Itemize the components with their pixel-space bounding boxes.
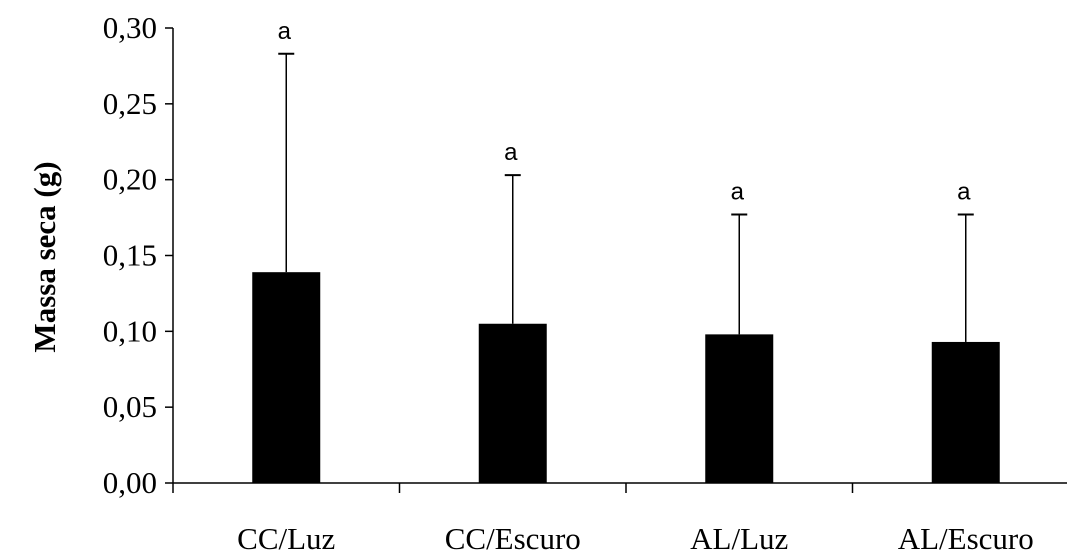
y-tick-label: 0,05: [103, 389, 157, 424]
x-category-label: AL/Escuro: [898, 521, 1034, 555]
bar: [931, 341, 1000, 483]
y-tick-label: 0,10: [103, 313, 157, 348]
y-tick-label: 0,00: [103, 465, 157, 500]
y-tick-label: 0,25: [103, 86, 157, 121]
significance-label: a: [278, 18, 292, 45]
x-axis: CC/Luz CC/Escuro AL/Luz AL/Escuro: [172, 482, 1067, 555]
x-category-label: AL/Luz: [690, 521, 788, 555]
y-axis: 0,00 0,05 0,10 0,15 0,20 0,25 0,30: [103, 10, 174, 500]
significance-label: a: [731, 179, 745, 206]
significance-label: a: [504, 139, 518, 166]
y-axis-title: Massa seca (g): [27, 161, 62, 352]
bar: [478, 323, 547, 483]
x-category-label: CC/Luz: [237, 521, 335, 555]
bars: a a a a: [252, 18, 1000, 483]
y-tick-label: 0,15: [103, 238, 157, 273]
y-tick-label: 0,20: [103, 162, 157, 197]
bar: [252, 272, 321, 483]
significance-label: a: [957, 179, 971, 206]
bar: [705, 334, 774, 483]
y-tick-label: 0,30: [103, 10, 157, 45]
x-category-label: CC/Escuro: [445, 521, 581, 555]
